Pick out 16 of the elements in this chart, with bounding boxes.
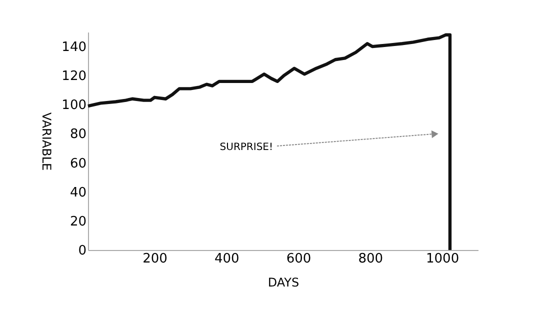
y-tick-label: 140 <box>62 40 86 56</box>
y-tick-label: 100 <box>62 98 86 114</box>
y-axis-title: VARIABLE <box>40 112 54 171</box>
x-tick-label: 400 <box>214 252 240 266</box>
x-tick-label: 1000 <box>426 252 460 266</box>
y-tick-label: 80 <box>70 127 86 142</box>
x-tick-label: 600 <box>286 252 312 266</box>
y-tick-label: 0 <box>78 244 86 258</box>
x-axis-title: DAYS <box>268 276 300 290</box>
y-tick-label: 40 <box>70 185 86 200</box>
y-tick-label: 60 <box>70 156 86 172</box>
x-tick-label: 800 <box>358 252 384 266</box>
y-tick-label: 120 <box>62 69 86 84</box>
annotation: SURPRISE! <box>220 142 273 153</box>
y-tick-label: 20 <box>70 214 86 230</box>
x-tick-label: 200 <box>142 252 168 266</box>
